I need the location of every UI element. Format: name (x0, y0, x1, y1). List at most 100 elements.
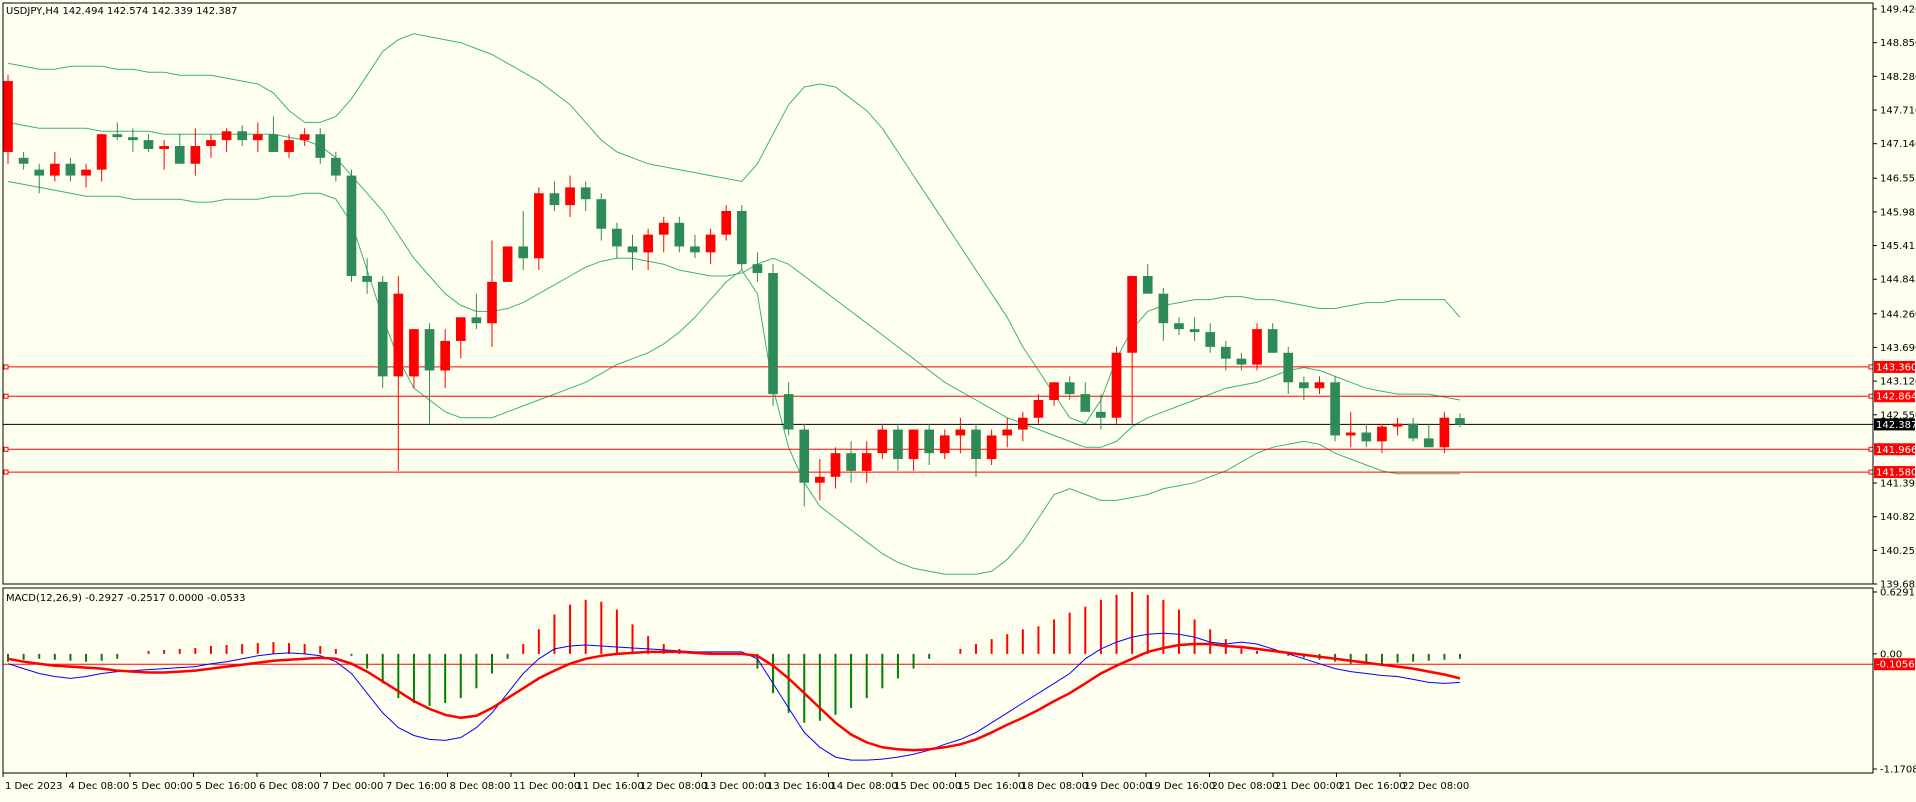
candle-body-bear (1236, 358, 1247, 365)
price-label: 142.387 (1876, 420, 1916, 431)
x-tick-label: 19 Dec 16:00 (1148, 781, 1215, 792)
candle-body-bear (1283, 352, 1294, 383)
candle-body-bull (955, 429, 966, 436)
price-y-tick-label: 148.280 (1880, 72, 1916, 83)
candle-body-bear (18, 157, 29, 164)
candle-body-bear (1299, 382, 1309, 389)
candle-body-bull (861, 453, 872, 471)
macd-info: MACD(12,26,9) -0.2927 -0.2517 0.0000 -0.… (6, 593, 245, 604)
bollinger-lower-band (7, 181, 1460, 575)
candle-body-bear (1158, 293, 1169, 324)
candle-body-bull (908, 429, 919, 460)
price-y-tick-label: 142.550 (1880, 410, 1916, 421)
price-y-tick-label: 144.260 (1880, 309, 1916, 320)
candle-body-bull (206, 140, 216, 147)
x-tick-label: 13 Dec 16:00 (767, 781, 834, 792)
candle-body-bear (799, 429, 810, 483)
candle-body-bull (565, 187, 575, 206)
candle-body-bull (986, 435, 997, 460)
candle-body-bear (736, 211, 747, 265)
price-label: 141.580 (1876, 468, 1916, 479)
candle-body-bear (1205, 332, 1216, 347)
price-panel (3, 33, 1874, 575)
candle-body-bear (1361, 432, 1372, 442)
x-tick-label: 14 Dec 08:00 (831, 781, 898, 792)
price-y-tick-label: 145.415 (1880, 241, 1916, 252)
candle-body-bear (612, 228, 622, 247)
candle-body-bear (143, 140, 154, 149)
price-label: 141.966 (1876, 445, 1916, 456)
candle-body-bear (1408, 423, 1419, 439)
x-tick-label: 7 Dec 00:00 (323, 781, 384, 792)
candle-body-bull (3, 81, 13, 152)
x-tick-label: 11 Dec 00:00 (513, 781, 580, 792)
price-y-tick-label: 140.825 (1880, 512, 1916, 523)
candle-body-bear (1174, 323, 1184, 330)
candle-body-bull (1345, 432, 1356, 436)
x-tick-label: 5 Dec 16:00 (196, 781, 257, 792)
x-tick-label: 22 Dec 08:00 (1402, 781, 1469, 792)
x-tick-label: 18 Dec 08:00 (1021, 781, 1088, 792)
candle-body-bear (893, 429, 903, 460)
price-level-marker (1868, 364, 1874, 370)
candle-body-bear (846, 453, 856, 471)
candle-body-bear (424, 329, 435, 371)
price-label-box (1874, 443, 1915, 456)
macd-y-tick-label: 0.00 (1880, 649, 1902, 660)
price-level-marker (3, 469, 9, 475)
candle-body-bull (830, 453, 841, 477)
candle-body-bull (1439, 417, 1450, 448)
price-y-tick-label: 140.255 (1880, 546, 1916, 557)
candle-body-bull (409, 329, 419, 377)
macd-panel (3, 591, 1873, 761)
x-tick-label: 4 Dec 08:00 (69, 781, 130, 792)
candle-body-bear (1080, 394, 1091, 412)
x-tick-label: 15 Dec 00:00 (894, 781, 961, 792)
candle-body-bear (1455, 418, 1465, 425)
candle-body-bear (128, 137, 138, 141)
candle-body-bear (971, 429, 981, 460)
candle-body-bear (596, 199, 607, 229)
candle-body-bull (721, 211, 732, 235)
candle-body-bull (1377, 426, 1387, 442)
candle-body-bear (1064, 382, 1075, 395)
candle-body-bear (237, 131, 248, 141)
x-tick-label: 6 Dec 08:00 (259, 781, 320, 792)
price-label-box (1874, 466, 1915, 479)
price-y-tick-label: 147.140 (1880, 139, 1916, 150)
x-tick-label: 19 Dec 00:00 (1085, 781, 1152, 792)
price-label-box (1874, 360, 1915, 373)
price-panel-frame (2, 2, 1874, 585)
symbol-info: USDJPY,H4 142.494 142.574 142.339 142.38… (6, 6, 237, 17)
candle-body-bull (190, 146, 201, 164)
price-y-tick-label: 144.845 (1880, 275, 1916, 286)
candle-body-bull (393, 293, 404, 377)
candle-body-bull (81, 169, 91, 176)
candle-body-bear (1189, 329, 1200, 333)
candle-body-bear (752, 264, 763, 274)
price-y-tick-label: 145.985 (1880, 207, 1916, 218)
price-y-tick-label: 141.395 (1880, 478, 1916, 489)
candle-body-bear (174, 146, 185, 164)
candle-body-bull (284, 140, 294, 152)
x-tick-label: 5 Dec 00:00 (132, 781, 193, 792)
candle-body-bear (627, 246, 638, 253)
price-y-tick-label: 143.690 (1880, 343, 1916, 354)
candle-body-bear (580, 187, 591, 200)
candle-body-bear (690, 246, 700, 253)
candle-body-bear (346, 175, 357, 276)
candle-body-bull (1111, 352, 1122, 418)
candle-body-bear (1423, 438, 1434, 448)
price-level-marker (1868, 446, 1874, 452)
macd-y-tick-label: -1.1708 (1880, 765, 1916, 776)
candle-body-bull (815, 476, 825, 483)
candle-body-bear (768, 273, 778, 395)
candle-body-bull (705, 234, 716, 253)
candle-body-bull (299, 134, 310, 141)
candle-body-bull (1033, 400, 1044, 418)
candle-body-bear (268, 134, 279, 152)
price-level-marker (1868, 469, 1874, 475)
price-level-marker (3, 393, 9, 399)
